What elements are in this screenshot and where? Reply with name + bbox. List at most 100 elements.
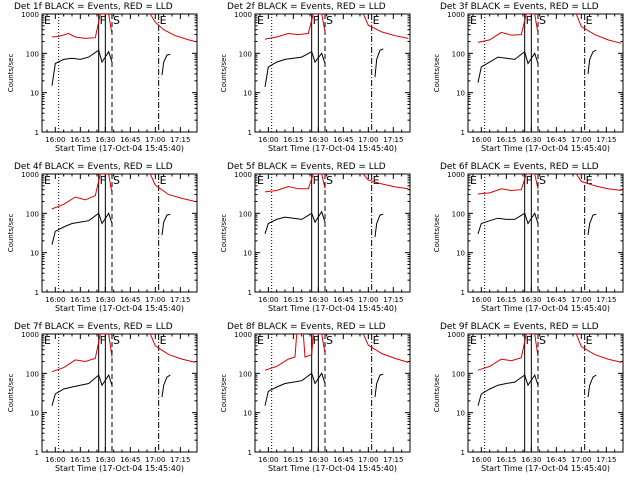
y-tick-label: 1 (35, 449, 39, 457)
events-series-line (374, 213, 384, 238)
events-series-line (587, 374, 597, 398)
x-tick-label: 17:15 (170, 296, 190, 304)
chart-panel-2: Det 2f BLACK = Events, RED = LLD 1 10 100 10… (220, 2, 411, 153)
chart-title: Det 3f BLACK = Events, RED = LLD (440, 2, 599, 12)
marker-label-S: S (326, 174, 333, 187)
x-tick-label: 16:30 (95, 456, 115, 464)
marker-label-F: F (100, 14, 106, 27)
x-tick-label: 16:15 (496, 136, 516, 144)
y-axis-label: Counts/sec (433, 214, 441, 253)
marker-label-E: E (257, 14, 264, 27)
chart-panel-4: Det 4f BLACK = Events, RED = LLD 1 10 100 10… (7, 162, 198, 313)
marker-label-E: E (257, 174, 264, 187)
y-tick-label: 10 (30, 250, 39, 258)
y-axis-label: Counts/sec (433, 374, 441, 413)
x-tick-label: 16:30 (521, 136, 541, 144)
x-tick-label: 16:15 (283, 456, 303, 464)
events-series-line (264, 50, 326, 87)
marker-label-S: S (326, 14, 333, 27)
y-tick-label: 100 (26, 50, 39, 58)
marker-label-S: S (326, 334, 333, 347)
x-tick-label: 16:30 (308, 136, 328, 144)
y-tick-label: 10 (243, 250, 252, 258)
x-tick-label: 16:00 (471, 456, 491, 464)
chart-title: Det 2f BLACK = Events, RED = LLD (227, 2, 386, 12)
x-axis-label: Start Time (17-Oct-04 15:45:40) (481, 464, 610, 473)
x-tick-label: 16:15 (70, 456, 90, 464)
chart-title: Det 4f BLACK = Events, RED = LLD (14, 162, 173, 172)
x-tick-label: 17:15 (170, 456, 190, 464)
y-tick-label: 10 (30, 410, 39, 418)
lld-series-line (362, 334, 409, 363)
marker-label-E: E (160, 14, 167, 27)
x-tick-label: 17:00 (571, 136, 591, 144)
x-tick-label: 16:45 (333, 296, 353, 304)
x-tick-label: 16:45 (120, 136, 140, 144)
marker-label-F: F (313, 174, 319, 187)
x-tick-label: 17:00 (358, 456, 378, 464)
x-axis-label: Start Time (17-Oct-04 15:45:40) (268, 144, 397, 153)
marker-label-S: S (113, 334, 120, 347)
x-tick-label: 16:30 (308, 296, 328, 304)
lld-series-line (149, 174, 196, 202)
y-tick-label: 100 (26, 210, 39, 218)
y-tick-label: 1000 (21, 171, 39, 179)
marker-label-E: E (470, 334, 477, 347)
y-tick-label: 10 (456, 90, 465, 98)
marker-label-S: S (113, 174, 120, 187)
x-tick-label: 17:00 (358, 136, 378, 144)
events-series-line (51, 212, 113, 245)
x-tick-label: 16:30 (308, 456, 328, 464)
y-tick-label: 1 (461, 289, 465, 297)
x-tick-label: 17:00 (571, 456, 591, 464)
marker-label-S: S (539, 14, 546, 27)
chart-panel-1: Det 1f BLACK = Events, RED = LLD 1 10 100 10… (7, 2, 198, 153)
marker-label-F: F (100, 174, 106, 187)
y-tick-label: 10 (243, 90, 252, 98)
y-axis-label: Counts/sec (220, 374, 228, 413)
lld-series-line (362, 14, 409, 39)
x-tick-label: 16:15 (496, 456, 516, 464)
y-tick-label: 1000 (234, 11, 252, 19)
x-axis-label: Start Time (17-Oct-04 15:45:40) (55, 144, 184, 153)
x-tick-label: 17:00 (358, 296, 378, 304)
x-tick-label: 17:00 (571, 296, 591, 304)
y-tick-label: 1000 (21, 331, 39, 339)
marker-label-F: F (526, 334, 532, 347)
marker-label-E: E (44, 14, 51, 27)
lld-series-line (51, 334, 113, 373)
lld-series-line (575, 14, 622, 44)
chart-panel-6: Det 6f BLACK = Events, RED = LLD 1 10 100 10… (433, 162, 624, 313)
y-tick-label: 10 (456, 250, 465, 258)
chart-panel-3: Det 3f BLACK = Events, RED = LLD 1 10 100 10… (433, 2, 624, 153)
x-tick-label: 17:15 (383, 296, 403, 304)
plot-frame (254, 333, 411, 453)
x-tick-label: 16:30 (95, 136, 115, 144)
x-tick-label: 16:15 (283, 296, 303, 304)
y-tick-label: 1 (35, 129, 39, 137)
y-tick-label: 1000 (234, 171, 252, 179)
x-tick-label: 16:15 (283, 136, 303, 144)
marker-label-E: E (470, 174, 477, 187)
chart-title: Det 9f BLACK = Events, RED = LLD (440, 322, 599, 332)
x-tick-label: 17:15 (383, 456, 403, 464)
events-series-line (161, 213, 171, 236)
x-tick-label: 16:45 (333, 136, 353, 144)
events-series-line (477, 373, 539, 406)
y-axis-label: Counts/sec (7, 54, 15, 93)
marker-label-E: E (257, 334, 264, 347)
y-tick-label: 1000 (234, 331, 252, 339)
x-tick-label: 16:15 (70, 136, 90, 144)
x-tick-label: 16:45 (333, 456, 353, 464)
x-tick-label: 16:00 (471, 136, 491, 144)
y-tick-label: 1 (35, 289, 39, 297)
events-series-line (374, 373, 384, 398)
marker-label-E: E (373, 334, 380, 347)
plot-frame (41, 333, 198, 453)
x-tick-label: 16:00 (258, 296, 278, 304)
x-tick-label: 17:15 (170, 136, 190, 144)
x-tick-label: 16:15 (496, 296, 516, 304)
plot-frame (467, 13, 624, 133)
y-tick-label: 100 (239, 210, 252, 218)
x-tick-label: 16:45 (120, 456, 140, 464)
